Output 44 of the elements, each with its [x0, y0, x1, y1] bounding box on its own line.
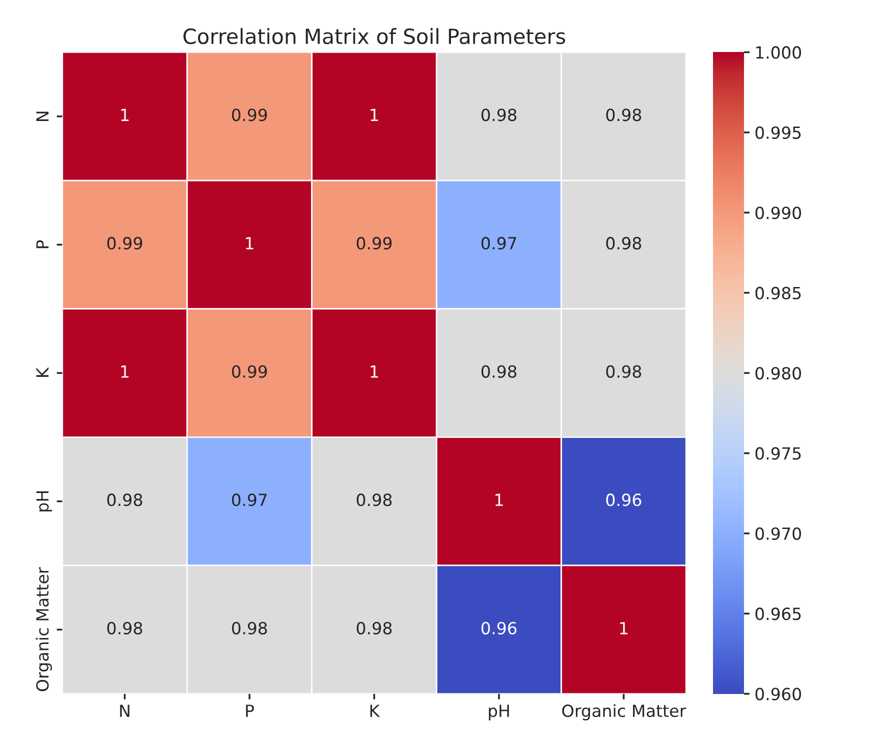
x-tick-label: P [246, 704, 254, 717]
color-bar-label: 0.995 [756, 126, 801, 139]
data-label: 1 [370, 365, 378, 378]
color-bar-label: 0.980 [756, 366, 802, 380]
data-label: 0.98 [606, 365, 642, 378]
data-label: 0.98 [232, 622, 267, 634]
x-tick-label: K [370, 704, 380, 717]
y-tick-label: K [36, 367, 48, 377]
color-bar-label: 0.960 [756, 688, 802, 700]
x-tick-label: Organic Matter [562, 704, 686, 720]
data-label: 0.98 [356, 494, 392, 506]
x-tick-label: N [120, 704, 130, 717]
color-bar-label: 0.965 [756, 608, 801, 620]
data-label: 1 [495, 494, 503, 506]
data-label: 0.98 [107, 494, 142, 506]
data-label: 1 [121, 108, 129, 121]
data-label: 0.97 [482, 236, 516, 250]
data-label: 0.96 [606, 494, 642, 506]
data-label: 0.99 [232, 365, 267, 378]
data-label: 0.99 [107, 236, 142, 250]
color-bar-label: 1.000 [756, 46, 802, 59]
x-tick-label: pH [488, 704, 509, 720]
data-label: 1 [246, 237, 254, 250]
data-label: 0.98 [356, 622, 392, 634]
y-tick-label: pH [36, 491, 52, 512]
color-bar-label: 0.975 [756, 447, 801, 460]
data-label: 0.96 [482, 622, 516, 634]
y-tick-label: P [36, 240, 48, 248]
color-bar-label: 0.985 [756, 286, 801, 300]
data-label: 1 [370, 108, 378, 121]
data-label: 0.98 [482, 108, 516, 122]
data-label: 0.99 [356, 236, 392, 250]
data-label: 0.98 [107, 622, 142, 634]
data-label: 0.99 [232, 108, 267, 122]
y-tick-label: N [36, 112, 48, 121]
data-label: 0.98 [606, 108, 642, 122]
color-bar-label: 0.970 [756, 527, 802, 540]
data-label: 1 [121, 365, 129, 378]
data-label: 0.98 [482, 365, 516, 378]
data-label: 0.98 [606, 236, 642, 250]
data-label: 1 [620, 622, 628, 634]
data-label: 0.97 [232, 494, 267, 506]
color-bar-label: 0.990 [756, 206, 802, 220]
chart-title: Correlation Matrix of Soil Parameters [183, 28, 566, 44]
